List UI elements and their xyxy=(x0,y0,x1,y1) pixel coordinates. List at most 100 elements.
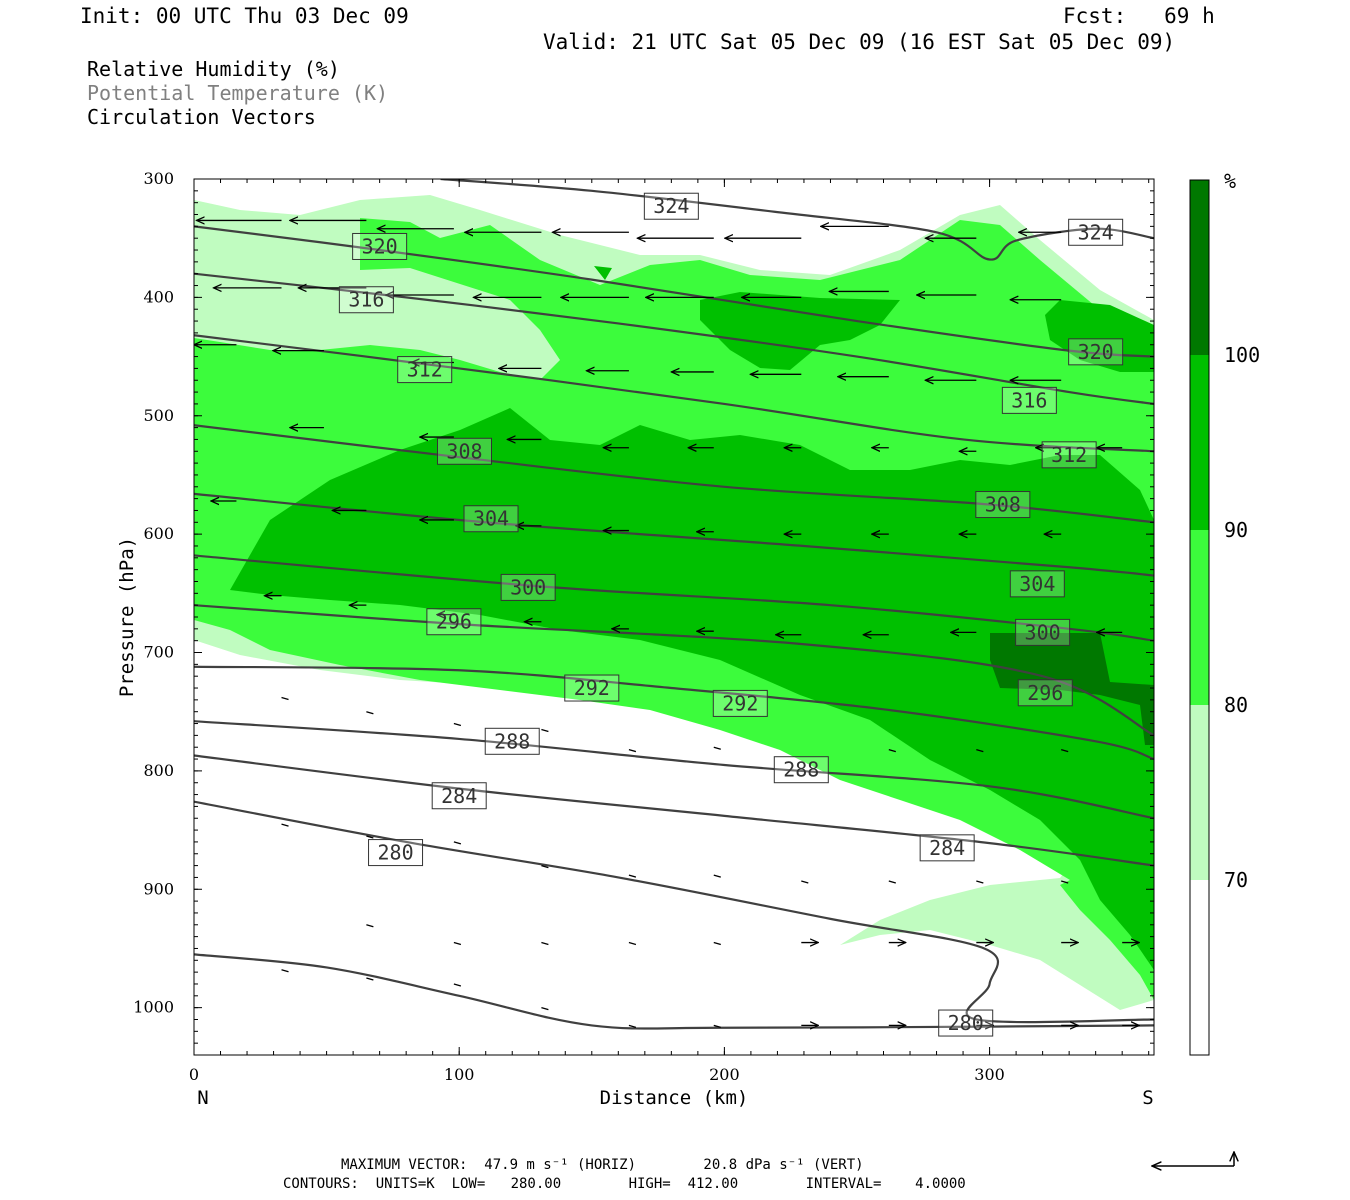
circulation-vector xyxy=(713,941,721,946)
contour-label-304: 304 xyxy=(473,507,509,531)
circulation-vector xyxy=(453,722,462,727)
init-time: Init: 00 UTC Thu 03 Dec 09 xyxy=(80,4,409,28)
colorbar-label-100: 100 xyxy=(1224,343,1260,367)
contour-label-280: 280 xyxy=(948,1011,984,1035)
contour-label-312: 312 xyxy=(1051,443,1087,467)
contour-label-box xyxy=(463,505,519,533)
circulation-vector xyxy=(453,841,462,845)
reference-vector-icon xyxy=(1152,1152,1234,1166)
humidity-shading xyxy=(194,179,1154,1055)
circulation-vector xyxy=(888,748,896,753)
colorbar-label-70: 70 xyxy=(1224,868,1248,892)
contour-label-320: 320 xyxy=(362,234,398,258)
circulation-vector xyxy=(366,835,374,839)
contour-label-box xyxy=(436,437,492,465)
contour-label-292: 292 xyxy=(722,691,758,715)
x-tick-label: 100 xyxy=(444,1065,475,1084)
circulation-vector xyxy=(628,941,637,946)
contour-label-box xyxy=(1015,618,1071,646)
y-tick-label: 600 xyxy=(143,524,174,543)
x-tick-label: 200 xyxy=(709,1065,740,1084)
valid-time: Valid: 21 UTC Sat 05 Dec 09 (16 EST Sat … xyxy=(543,30,1176,54)
contour-label-300: 300 xyxy=(1025,620,1061,644)
contour-label-box xyxy=(1017,679,1073,707)
circulation-vector xyxy=(628,748,637,753)
theta-contour-320 xyxy=(194,225,1154,358)
contour-label-304: 304 xyxy=(1019,572,1055,596)
contour-label-box xyxy=(938,1009,994,1037)
circulation-vector xyxy=(541,1007,549,1011)
circulation-vector xyxy=(628,1024,637,1029)
theta-contour-288 xyxy=(194,720,1154,820)
contour-label-box xyxy=(397,356,453,384)
theta-contour-308 xyxy=(194,424,1154,524)
circulation-vector xyxy=(1061,748,1069,753)
y-tick-label: 1000 xyxy=(133,998,174,1017)
contour-label-box xyxy=(975,491,1031,519)
contour-label-box xyxy=(352,232,408,260)
x-tick-label: 300 xyxy=(974,1065,1005,1084)
contour-label-box xyxy=(338,286,394,314)
contour-label-box xyxy=(1001,386,1057,414)
contour-label-box xyxy=(919,834,975,862)
colorbar-segment-100 xyxy=(1190,180,1209,355)
circulation-vector xyxy=(976,880,984,884)
circulation-vector xyxy=(281,823,289,827)
colorbar: % 100 90 80 70 xyxy=(1189,169,1260,1056)
contour-label-312: 312 xyxy=(407,358,443,382)
circulation-vector xyxy=(281,696,289,701)
circulation-vector xyxy=(541,728,549,733)
contour-label-296: 296 xyxy=(436,610,472,634)
circulation-vector xyxy=(281,969,289,973)
contour-label-308: 308 xyxy=(985,493,1021,517)
contour-label-296: 296 xyxy=(1027,681,1063,705)
rh-90-100-spot xyxy=(594,266,612,280)
contour-label-box xyxy=(1068,338,1124,366)
circulation-vector xyxy=(541,864,549,869)
theta-contour-312 xyxy=(194,334,1154,453)
colorbar-unit: % xyxy=(1224,169,1236,193)
circulation-vector xyxy=(801,880,809,884)
contour-label-box xyxy=(484,727,540,755)
circulation-vector xyxy=(713,874,721,878)
contour-label-292: 292 xyxy=(574,676,610,700)
max-vector-note: MAXIMUM VECTOR: 47.9 m s⁻¹ (HORIZ) 20.8 … xyxy=(341,1157,864,1173)
theta-contour-316 xyxy=(194,272,1154,406)
contour-label-box xyxy=(1068,218,1124,246)
colorbar-label-90: 90 xyxy=(1224,518,1248,542)
circulation-vector xyxy=(453,941,462,946)
rh-90-100-region xyxy=(230,408,1154,970)
forecast-hour: Fcst: 69 h xyxy=(1063,4,1215,28)
contour-label-284: 284 xyxy=(929,836,965,860)
theta-contour-labels: 324 324 320 320 316 316 312 312 308 308 304 304 300 3… xyxy=(338,192,1124,1037)
theta-contour-324 xyxy=(440,179,1154,261)
circulation-vectors xyxy=(194,220,1139,1029)
contour-label-300: 300 xyxy=(510,575,546,599)
contour-label-308: 308 xyxy=(446,439,482,463)
contour-label-box xyxy=(712,689,768,717)
y-tick-label: 400 xyxy=(143,287,174,306)
contour-label-288: 288 xyxy=(783,758,819,782)
rh-90-100-upper xyxy=(700,292,900,370)
contour-label-324: 324 xyxy=(1078,220,1114,244)
contour-label-box xyxy=(500,573,556,601)
legend-relative-humidity: Relative Humidity (%) xyxy=(87,57,340,81)
contour-label-316: 316 xyxy=(348,288,384,312)
colorbar-segment-below-70 xyxy=(1190,880,1209,1055)
circulation-vector xyxy=(453,983,462,987)
x-end-label-north: N xyxy=(197,1087,208,1109)
y-tick-label: 500 xyxy=(143,406,174,425)
circulation-vector xyxy=(713,1024,721,1029)
rh-dry-pocket xyxy=(194,268,560,380)
legend-circulation-vectors: Circulation Vectors xyxy=(87,105,316,129)
legend-potential-temperature: Potential Temperature (K) xyxy=(87,81,389,105)
contour-label-284: 284 xyxy=(441,784,477,808)
theta-contour-284 xyxy=(194,754,1154,867)
colorbar-segment-70 xyxy=(1190,705,1209,880)
contour-label-box xyxy=(426,608,482,636)
y-tick-label: 700 xyxy=(143,643,174,662)
circulation-vector xyxy=(366,924,374,928)
circulation-vector xyxy=(366,977,374,981)
x-axis-title: Distance (km) xyxy=(600,1087,749,1109)
